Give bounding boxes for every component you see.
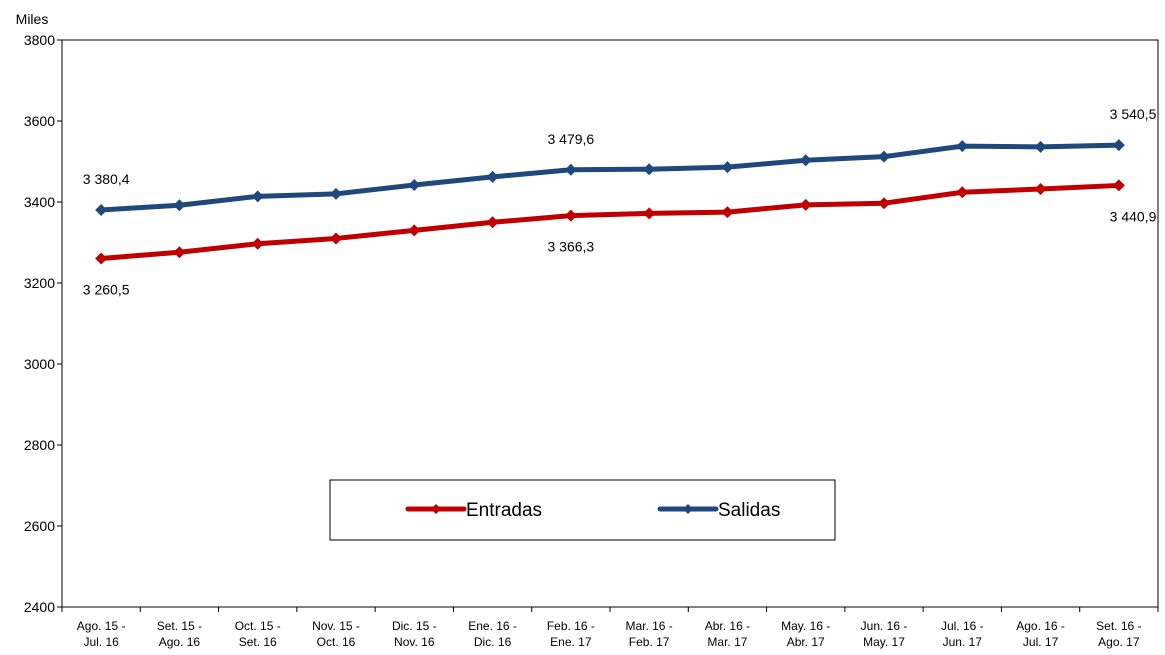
data-label: 3 380,4 <box>83 171 130 187</box>
y-tick-label: 3400 <box>24 194 55 210</box>
legend-item-salidas: Salidas <box>657 500 780 521</box>
data-point-marker <box>408 224 421 237</box>
data-point-marker <box>956 186 969 199</box>
data-point-marker <box>799 154 812 167</box>
y-tick-label: 3200 <box>24 275 55 291</box>
x-tick-label: Dic. 15 - <box>392 619 437 633</box>
y-tick-label: 3800 <box>24 32 55 48</box>
x-tick-label: Mar. 16 - <box>625 619 672 633</box>
x-tick-label: Abr. 17 <box>787 635 825 649</box>
series-entradas <box>95 179 1125 265</box>
legend-item-entradas: Entradas <box>405 500 542 521</box>
x-tick-label: Nov. 16 <box>394 635 435 649</box>
y-tick-label: 2800 <box>24 437 55 453</box>
x-tick-label: Feb. 16 - <box>547 619 595 633</box>
data-point-marker <box>330 187 342 200</box>
data-point-marker <box>1112 179 1125 192</box>
data-label: 3 260,5 <box>83 281 130 297</box>
y-axis-ticks: 2400 2600 2800 3000 3200 3400 3600 3800 <box>24 32 62 615</box>
data-point-marker <box>721 161 734 174</box>
y-tick-label: 2400 <box>24 599 55 615</box>
series-line <box>98 142 1122 213</box>
x-tick-label: Jun. 16 - <box>861 619 908 633</box>
data-labels: 3 260,5 3 366,3 3 440,9 3 380,4 3 479,6 3 540… <box>83 106 1157 297</box>
series-layer <box>95 139 1125 265</box>
legend-label: Entradas <box>466 500 542 521</box>
data-point-marker <box>1034 183 1047 196</box>
y-unit-label: Miles <box>16 11 49 27</box>
data-point-marker <box>486 216 499 229</box>
x-tick-label: Ene. 16 - <box>468 619 517 633</box>
x-tick-label: Mar. 17 <box>707 635 747 649</box>
data-point-marker <box>330 232 342 245</box>
x-tick-label: Jun. 17 <box>943 635 983 649</box>
data-point-marker <box>878 197 890 210</box>
x-tick-label: Jul. 16 - <box>941 619 984 633</box>
legend: Entradas Salidas <box>329 479 836 541</box>
legend-marker <box>683 504 693 514</box>
series-salidas <box>95 139 1125 216</box>
data-point-marker <box>564 163 577 176</box>
data-point-marker <box>799 198 812 211</box>
data-point-marker <box>643 207 656 220</box>
data-point-marker <box>173 199 186 212</box>
data-point-marker <box>721 206 734 219</box>
x-tick-label: Jul. 16 <box>83 635 119 649</box>
data-point-marker <box>251 190 264 203</box>
series-line <box>98 182 1122 261</box>
x-tick-label: Ene. 17 <box>550 635 592 649</box>
legend-marker <box>431 504 441 514</box>
x-tick-label: Set. 16 - <box>1096 619 1141 633</box>
x-tick-label: Abr. 16 - <box>705 619 750 633</box>
data-point-marker <box>564 209 577 222</box>
data-point-marker <box>408 178 421 191</box>
legend-label: Salidas <box>718 500 780 521</box>
y-tick-label: 3000 <box>24 356 55 372</box>
data-label: 3 479,6 <box>547 131 594 147</box>
y-tick-label: 2600 <box>24 518 55 534</box>
data-label: 3 540,5 <box>1110 106 1157 122</box>
x-tick-label: Ago. 16 <box>159 635 201 649</box>
x-tick-label: Feb. 17 <box>629 635 670 649</box>
data-point-marker <box>95 203 108 216</box>
x-tick-label: Set. 16 <box>239 635 277 649</box>
x-axis-ticks: Ago. 15 - Jul. 16 Set. 15 - Ago. 16 Oct. 15 … <box>61 607 1159 649</box>
x-tick-label: Oct. 15 - <box>235 619 281 633</box>
x-tick-label: May. 17 <box>863 635 905 649</box>
x-tick-label: Jul. 17 <box>1023 635 1059 649</box>
y-tick-label: 3600 <box>24 113 55 129</box>
data-point-marker <box>486 170 499 183</box>
x-tick-label: Ago. 16 - <box>1016 619 1065 633</box>
x-tick-label: May. 16 - <box>781 619 830 633</box>
x-tick-label: Ago. 15 - <box>77 619 126 633</box>
x-tick-label: Dic. 16 <box>474 635 512 649</box>
data-point-marker <box>173 246 186 259</box>
x-tick-label: Ago. 17 <box>1098 635 1140 649</box>
x-tick-label: Set. 15 - <box>157 619 202 633</box>
data-point-marker <box>878 150 890 163</box>
x-tick-label: Oct. 16 <box>317 635 356 649</box>
data-point-marker <box>251 237 264 250</box>
data-point-marker <box>1034 140 1047 153</box>
x-tick-label: Nov. 15 - <box>312 619 360 633</box>
data-label: 3 440,9 <box>1110 208 1157 224</box>
data-point-marker <box>643 163 656 176</box>
data-point-marker <box>1112 139 1125 152</box>
data-label: 3 366,3 <box>547 239 594 255</box>
data-point-marker <box>95 252 108 265</box>
data-point-marker <box>956 140 969 153</box>
